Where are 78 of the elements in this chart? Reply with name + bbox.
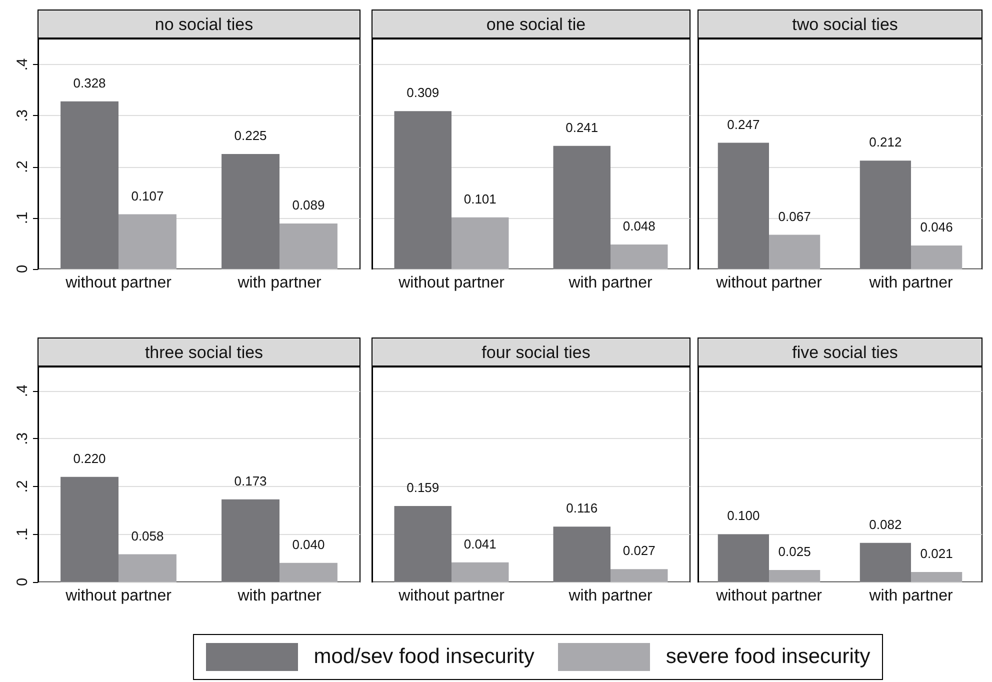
data-label: 0.058 [131, 528, 164, 544]
data-label: 0.225 [234, 128, 267, 143]
bar [222, 154, 280, 269]
data-label: 0.100 [727, 508, 760, 524]
bar [860, 160, 911, 269]
x-tick-label: with partner [568, 588, 653, 604]
data-label: 0.173 [234, 473, 267, 488]
data-label: 0.328 [73, 75, 106, 90]
data-label: 0.101 [464, 191, 496, 206]
bar [118, 214, 176, 269]
x-tick-label: with partner [868, 588, 954, 604]
x-tick-label: without partner [64, 588, 172, 604]
bar [718, 142, 769, 269]
bar [911, 572, 962, 582]
data-label: 0.089 [292, 198, 325, 213]
bar [860, 542, 911, 582]
data-label: 0.025 [778, 544, 811, 560]
bar [718, 534, 769, 582]
data-label: 0.021 [920, 546, 953, 561]
bar [553, 526, 610, 582]
bar [394, 111, 452, 269]
bar [222, 499, 280, 582]
data-label: 0.082 [869, 516, 902, 532]
x-tick-label: without partner [64, 274, 172, 292]
y-tick-label: .2 [14, 160, 31, 174]
x-tick-label: without partner [398, 274, 506, 292]
data-label: 0.027 [622, 543, 656, 558]
data-label: 0.116 [566, 500, 598, 516]
bar [60, 476, 118, 582]
bar [911, 245, 962, 269]
bar [394, 506, 452, 582]
y-tick-label: .1 [14, 528, 31, 540]
legend-label: mod/sev food insecurity [314, 645, 534, 669]
chart-title: no social ties [154, 15, 254, 34]
x-tick-label: with partner [236, 588, 322, 604]
data-label: 0.212 [869, 134, 902, 150]
bar [60, 101, 118, 269]
data-label: 0.159 [406, 480, 440, 496]
x-tick-label: with partner [236, 274, 322, 292]
data-label: 0.247 [727, 116, 760, 132]
chart-title: four social ties [482, 343, 590, 362]
legend-label: severe food insecurity [666, 645, 870, 669]
bar [280, 562, 338, 582]
bar [280, 224, 338, 269]
bar [769, 570, 820, 582]
data-label: 0.041 [464, 536, 496, 552]
y-tick-label: .2 [14, 480, 31, 493]
x-tick-label: without partner [398, 588, 506, 604]
data-label: 0.046 [920, 219, 953, 234]
chart-title: one social tie [486, 15, 586, 34]
data-label: 0.048 [622, 218, 656, 234]
x-tick-label: with partner [568, 274, 653, 292]
chart-title: three social ties [144, 343, 264, 362]
data-label: 0.040 [292, 536, 325, 552]
bar [769, 234, 820, 269]
y-tick-label: 0 [14, 264, 31, 274]
data-label: 0.220 [73, 450, 106, 466]
y-tick-label: .4 [14, 58, 31, 71]
bar [610, 569, 668, 582]
y-tick-label: .3 [14, 432, 31, 445]
data-label: 0.309 [406, 85, 440, 100]
bar [553, 146, 610, 269]
data-label: 0.241 [566, 120, 598, 135]
y-tick-label: .3 [14, 109, 31, 122]
data-label: 0.067 [778, 208, 811, 224]
bar [118, 554, 176, 582]
bar [610, 244, 668, 269]
data-label: 0.107 [131, 188, 164, 204]
y-tick-label: .1 [14, 212, 31, 224]
chart-title: five social ties [792, 343, 898, 362]
bar [452, 562, 509, 582]
y-tick-label: .4 [14, 384, 31, 398]
x-tick-label: with partner [868, 274, 954, 292]
y-tick-label: 0 [14, 578, 31, 586]
bar [452, 217, 509, 269]
x-tick-label: without partner [715, 588, 823, 604]
chart-title: two social ties [792, 15, 898, 34]
x-tick-label: without partner [715, 274, 823, 292]
